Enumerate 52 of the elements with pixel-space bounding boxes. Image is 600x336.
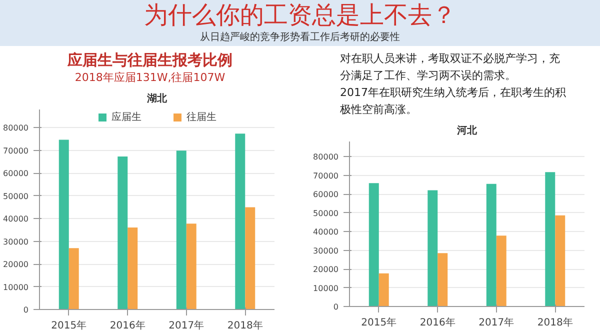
y-tick-label: 20000	[313, 265, 339, 274]
bar	[545, 172, 556, 306]
x-tick-label: 2017年	[478, 316, 514, 328]
y-tick-label: 30000	[313, 246, 339, 256]
y-tick-label: 60000	[313, 190, 339, 199]
y-tick-label: 40000	[313, 228, 339, 236]
y-tick-label: 70000	[3, 146, 29, 156]
bar	[235, 134, 246, 310]
y-tick-label: 80000	[313, 152, 339, 162]
x-tick-label: 2016年	[420, 316, 456, 328]
text: 从日趋严峻的竞争形势看工作后考研的必要性	[200, 30, 400, 45]
y-tick-label: 0	[23, 306, 29, 314]
x-tick-label: 2015年	[51, 320, 87, 332]
x-tick-label: 2018年	[227, 320, 263, 332]
bar	[58, 140, 69, 310]
bar	[438, 253, 448, 306]
y-tick-label: 50000	[313, 208, 339, 218]
bar	[486, 184, 496, 306]
x-tick-label: 2017年	[168, 320, 204, 332]
y-tick-label: 10000	[313, 284, 339, 293]
legend-label: 往届生	[186, 110, 216, 124]
y-tick-label: 40000	[3, 214, 29, 224]
y-tick-label: 0	[333, 302, 339, 312]
bar	[555, 215, 566, 306]
bar	[428, 190, 438, 306]
bar	[118, 156, 128, 310]
chart-title: 河北	[456, 124, 478, 136]
chart-title: 湖北	[146, 92, 168, 104]
bar	[368, 183, 379, 306]
bar	[128, 227, 138, 310]
bar	[496, 236, 506, 306]
y-tick-label: 60000	[3, 169, 29, 178]
text: 2018年应届131W,往届107W	[74, 70, 226, 86]
y-tick-label: 10000	[3, 282, 29, 292]
x-tick-label: 2015年	[361, 316, 397, 328]
bar	[68, 248, 79, 310]
y-tick-label: 20000	[3, 260, 29, 270]
y-tick-label: 30000	[3, 237, 29, 246]
text: 为什么你的工资总是上不去？	[144, 0, 456, 30]
bar	[186, 224, 196, 310]
y-tick-label: 70000	[313, 171, 339, 180]
text: 应届生与往届生报考比例	[68, 50, 232, 71]
text: 对在职人员来讲，考取双证不必脱产学习，充分满足了工作、学习两不误的需求。	[340, 51, 561, 84]
bar	[378, 273, 389, 306]
text: 2017年在职研究生纳入统考后，在职考生的积极性空前高涨。	[340, 85, 567, 118]
y-tick-label: 80000	[3, 124, 29, 133]
x-tick-label: 2018年	[537, 316, 573, 328]
bar	[245, 207, 256, 310]
legend-label: 应届生	[112, 110, 142, 124]
y-tick-label: 50000	[3, 192, 29, 201]
bar	[176, 150, 186, 310]
x-tick-label: 2016年	[110, 320, 146, 332]
